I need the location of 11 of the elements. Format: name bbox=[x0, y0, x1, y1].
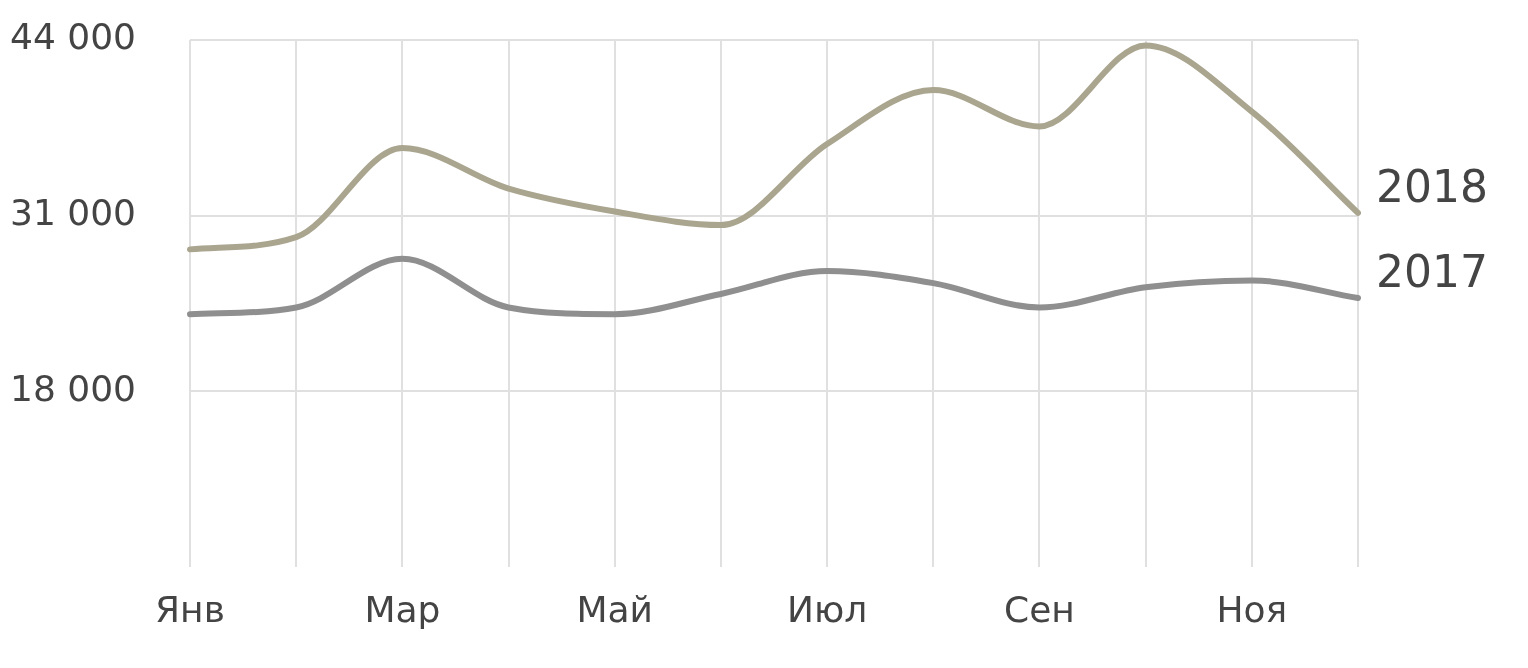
x-tick-label: Мар bbox=[364, 588, 441, 630]
series-label: 2018 bbox=[1376, 161, 1488, 213]
x-tick-label: Июл bbox=[786, 588, 868, 630]
y-tick-label: 31 000 bbox=[10, 191, 136, 233]
series-label: 2017 bbox=[1376, 246, 1488, 298]
x-tick-label: Май bbox=[576, 588, 653, 630]
x-tick-label: Сен bbox=[1004, 588, 1075, 630]
y-tick-label: 18 000 bbox=[10, 367, 136, 409]
x-tick-label: Янв bbox=[155, 588, 225, 630]
x-tick-label: Ноя bbox=[1216, 588, 1288, 630]
y-tick-label: 44 000 bbox=[10, 16, 136, 58]
